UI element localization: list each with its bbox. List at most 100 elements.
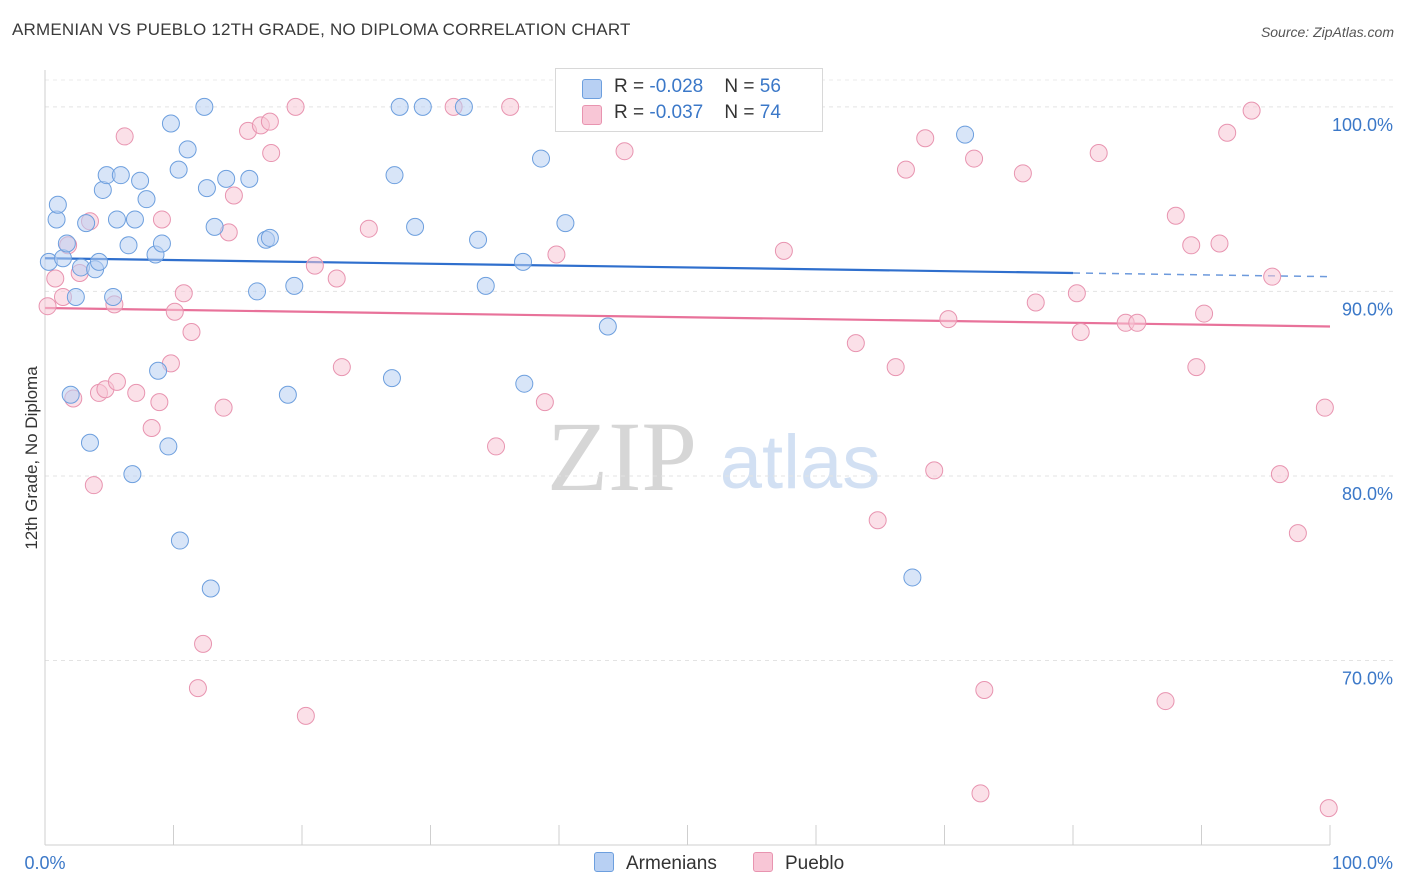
source-credit: Source: ZipAtlas.com [1260, 24, 1394, 40]
pueblo-point [305, 256, 324, 275]
pueblo-point [1210, 234, 1229, 253]
pueblo-point [296, 706, 315, 725]
armenians-point [80, 433, 99, 452]
pueblo-point [165, 302, 184, 321]
armenians-point [205, 217, 224, 236]
pueblo-point [327, 269, 346, 288]
legend-r-label: R = [614, 102, 650, 123]
pueblo-point [182, 323, 201, 342]
armenians-point [125, 210, 144, 229]
armenians-point [149, 361, 168, 380]
armenians-point [169, 160, 188, 179]
armenians-point [89, 252, 108, 271]
pueblo-point [194, 634, 213, 653]
pueblo-point [286, 97, 305, 116]
pueblo-point [359, 219, 378, 238]
pueblo-point [115, 127, 134, 146]
pueblo-point [939, 310, 958, 329]
pueblo-point [38, 297, 57, 316]
legend-n-label: N = [724, 102, 760, 123]
armenians-point [260, 228, 279, 247]
pueblo-point [142, 418, 161, 437]
armenians-point [201, 579, 220, 598]
legend-n-label: N = [724, 76, 760, 97]
pueblo-point [1218, 123, 1237, 142]
bottom-legend-label-pueblo: Pueblo [785, 853, 845, 874]
armenians-point [195, 97, 214, 116]
pueblo-point [1263, 267, 1282, 286]
pueblo-point [487, 437, 506, 456]
armenians-point [532, 149, 551, 168]
armenians-point [248, 282, 267, 301]
armenians-point [111, 166, 130, 185]
pueblo-point [1288, 524, 1307, 543]
pueblo-point [1182, 236, 1201, 255]
chart-title: ARMENIAN VS PUEBLO 12TH GRADE, NO DIPLOM… [12, 20, 631, 39]
y-axis-title: 12th Grade, No Diploma [22, 366, 41, 550]
armenians-point [278, 385, 297, 404]
armenians-point [178, 140, 197, 159]
bottom-legend-swatch-pueblo [753, 852, 773, 872]
armenians-point [131, 171, 150, 190]
pueblo-point [262, 144, 281, 163]
armenians-point [903, 568, 922, 587]
legend-r-label: R = [614, 76, 650, 97]
pueblo-point [84, 476, 103, 495]
pueblo-point [1187, 358, 1206, 377]
armenians-trendline-extension [1072, 272, 1331, 278]
armenians-trendline [44, 257, 1074, 275]
legend-n-value-armenians: 56 [759, 76, 781, 97]
armenians-point [454, 97, 473, 116]
pueblo-point [965, 149, 984, 168]
pueblo-point [174, 284, 193, 303]
pueblo-point [615, 142, 634, 161]
pueblo-point [925, 461, 944, 480]
x-tick-labels: 0.0% 100.0% [24, 853, 1393, 873]
armenians-point [406, 217, 425, 236]
armenians-point [123, 465, 142, 484]
armenians-point [66, 287, 85, 306]
pueblo-point [214, 398, 233, 417]
pueblo-point [150, 393, 169, 412]
x-tick-label: 100.0% [1332, 853, 1393, 873]
armenians-point [161, 114, 180, 133]
armenians-point [413, 97, 432, 116]
armenians-point [514, 252, 533, 271]
pueblo-point [1195, 304, 1214, 323]
pueblo-point [868, 511, 887, 530]
pueblo-point [1013, 164, 1032, 183]
armenians-point [170, 531, 189, 550]
armenians-point [385, 166, 404, 185]
armenians-point [107, 210, 126, 229]
armenians-point [382, 369, 401, 388]
pueblo-trendline [44, 306, 1331, 328]
pueblo-point [535, 393, 554, 412]
pueblo-point [127, 383, 146, 402]
pueblo-point [975, 681, 994, 699]
armenians-point [57, 234, 76, 253]
pueblo-point [224, 186, 243, 205]
armenians-point [152, 234, 171, 253]
legend-n-value-pueblo: 74 [759, 102, 781, 123]
armenians-point [556, 214, 575, 233]
legend-swatch-armenians [582, 79, 602, 99]
y-tick-label: 80.0% [1342, 484, 1393, 504]
legend-r-value-armenians: -0.028 [649, 76, 704, 97]
armenians-point [956, 125, 975, 144]
bottom-legend-label-armenians: Armenians [626, 853, 717, 874]
pueblo-point [1128, 313, 1147, 332]
pueblo-point [1071, 323, 1090, 342]
pueblo-point [916, 129, 935, 148]
legend-box: R = -0.028 N = 56 R = -0.037 N = 74 [555, 68, 823, 132]
armenians-point [61, 385, 80, 404]
y-tick-labels: 100.0% 90.0% 80.0% 70.0% [1332, 115, 1393, 689]
watermark-atlas: atlas [720, 420, 881, 505]
armenians-point [217, 169, 236, 188]
armenians-point [93, 180, 112, 199]
y-tick-label: 90.0% [1342, 299, 1393, 319]
bottom-legend-pueblo: Pueblo [753, 852, 844, 875]
pueblo-point [188, 679, 207, 698]
y-tick-label: 70.0% [1342, 668, 1393, 688]
pueblo-point [1156, 692, 1175, 711]
pueblo-point [846, 334, 865, 353]
